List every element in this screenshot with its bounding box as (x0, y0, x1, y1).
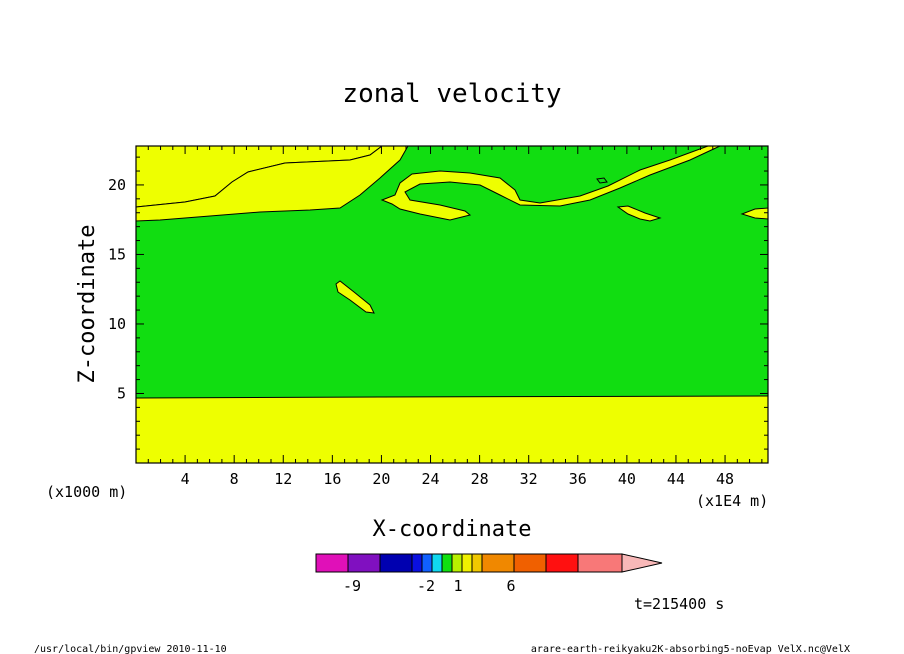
colorbar-cell (315, 553, 349, 573)
x-unit-label: (x1E4 m) (696, 492, 768, 510)
colorbar-cell (481, 553, 515, 573)
y-tick-label: 10 (108, 315, 126, 333)
colorbar (315, 553, 663, 573)
x-tick-label: 24 (421, 470, 439, 488)
x-axis-ticks: 4 8 12 16 20 24 28 32 36 40 44 48 (147, 146, 763, 488)
colorbar-cell (461, 553, 473, 573)
footer-right: arare-earth-reikyaku2K-absorbing5-noEvap… (531, 644, 850, 654)
colorbar-cell (347, 553, 381, 573)
x-tick-label: 4 (181, 470, 190, 488)
colorbar-cell (545, 553, 579, 573)
colorbar-label: -2 (417, 577, 435, 595)
colorbar-labels: -9 -2 1 6 (343, 577, 516, 595)
small-upper-blob (596, 177, 608, 184)
colorbar-cell (421, 553, 433, 573)
colorbar-arrow (621, 553, 663, 573)
footer-left: /usr/local/bin/gpview 2010-11-10 (34, 644, 227, 654)
x-tick-label: 12 (274, 470, 292, 488)
mid-diagonal-feature (335, 280, 375, 314)
x-tick-label: 36 (569, 470, 587, 488)
colorbar-cell (431, 553, 443, 573)
y-tick-label: 20 (108, 176, 126, 194)
colorbar-cell (379, 553, 413, 573)
y-unit-label: (x1000 m) (46, 483, 127, 501)
time-label: t=215400 s (634, 595, 724, 613)
x-tick-label: 40 (618, 470, 636, 488)
colorbar-label: 6 (506, 577, 515, 595)
colorbar-cell (411, 553, 423, 573)
y-axis-label: Z-coordinate (75, 225, 100, 384)
colorbar-cell (451, 553, 463, 573)
colorbar-cell (471, 553, 483, 573)
x-tick-label: 8 (230, 470, 239, 488)
y-tick-label: 15 (108, 245, 126, 263)
y-axis-ticks: 5 10 15 20 (108, 156, 768, 450)
right-tongue (616, 205, 662, 222)
lower-yellow-layer (135, 395, 769, 464)
x-axis-label: X-coordinate (373, 517, 532, 542)
colorbar-cell (577, 553, 623, 573)
x-tick-label: 16 (323, 470, 341, 488)
x-tick-label: 32 (520, 470, 538, 488)
y-tick-label: 5 (117, 384, 126, 402)
colorbar-label: -9 (343, 577, 361, 595)
x-tick-label: 48 (716, 470, 734, 488)
central-loop-feature (380, 145, 721, 221)
plot-frame (135, 145, 769, 464)
colorbar-cell (513, 553, 547, 573)
colorbar-cell (441, 553, 453, 573)
chart-title: zonal velocity (342, 79, 561, 109)
colorbar-label: 1 (453, 577, 462, 595)
x-tick-label: 28 (471, 470, 489, 488)
x-tick-label: 20 (372, 470, 390, 488)
upper-left-tongue (135, 145, 409, 222)
x-tick-label: 44 (667, 470, 685, 488)
